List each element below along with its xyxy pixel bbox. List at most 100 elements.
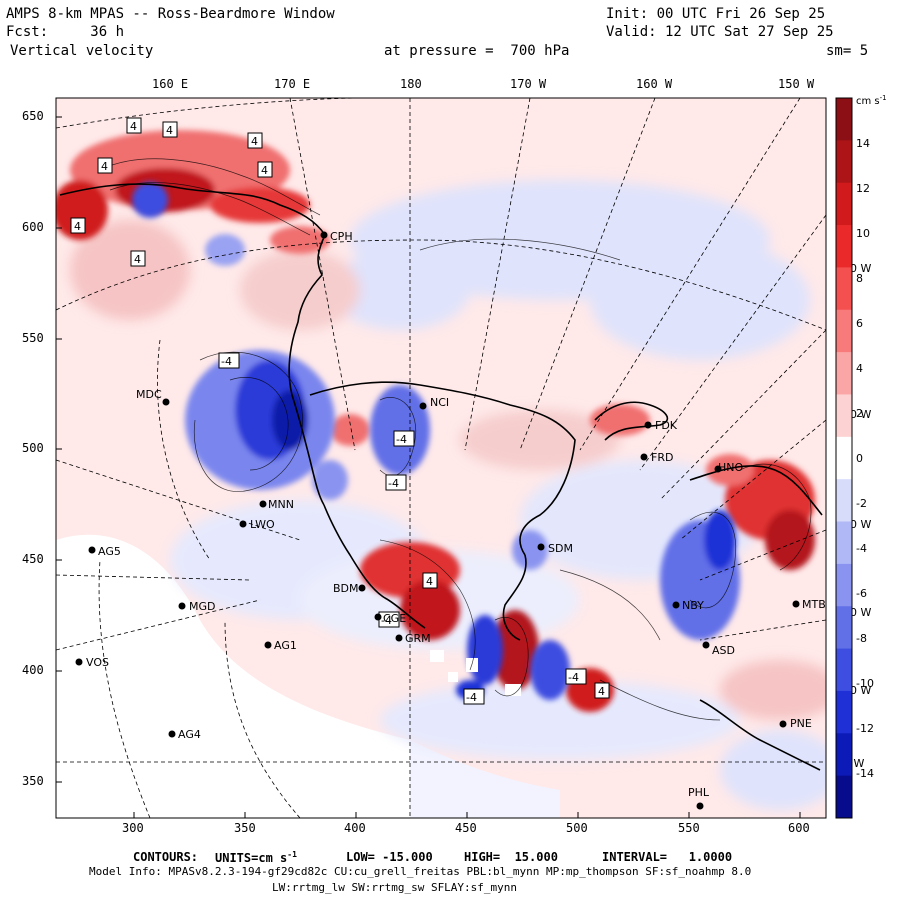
- x-tick-600: 600: [788, 821, 810, 835]
- svg-text:-6: -6: [856, 587, 867, 600]
- svg-text:4: 4: [166, 124, 173, 137]
- colorbar-ticks: 14 12 10 8 6 4 2 0 -2 -4 -6 -8 -10 -12 -…: [856, 137, 874, 780]
- svg-text:-10: -10: [856, 677, 874, 690]
- ocean-area: [410, 740, 560, 818]
- lon-label-160e: 160 E: [152, 77, 189, 91]
- station-hno: HNO: [714, 461, 744, 474]
- colorbar-segment: [836, 563, 852, 607]
- svg-text:4: 4: [598, 685, 605, 698]
- colorbar-segment: [836, 690, 852, 734]
- colorbar-segment: [836, 98, 852, 141]
- contour-box-4: 4: [422, 572, 438, 589]
- y-tick-550: 550: [22, 331, 44, 345]
- svg-text:PNE: PNE: [790, 717, 812, 730]
- colorbar-segment: [836, 225, 852, 268]
- svg-text:LWO: LWO: [250, 518, 275, 531]
- units-label: UNITS=cm s-1: [215, 850, 297, 865]
- lon-label-170e: 170 E: [274, 77, 311, 91]
- svg-text:MGD: MGD: [189, 600, 216, 613]
- field-name: Vertical velocity: [10, 43, 154, 59]
- svg-text:4: 4: [101, 160, 108, 173]
- svg-text:-4: -4: [568, 671, 579, 684]
- svg-text:SDM: SDM: [548, 542, 573, 555]
- contour-box-4: 4: [247, 132, 263, 149]
- svg-text:4: 4: [251, 135, 258, 148]
- station-grm: GRM: [395, 632, 431, 645]
- init-time: Init: 00 UTC Fri 26 Sep 25: [606, 6, 826, 22]
- colorbar-segment: [836, 606, 852, 650]
- svg-text:-4: -4: [856, 542, 867, 555]
- graticule: [56, 98, 826, 818]
- colorbar-segment: [836, 394, 852, 438]
- svg-text:8: 8: [856, 272, 863, 285]
- pressure-level: at pressure = 700 hPa: [384, 43, 570, 59]
- svg-text:6: 6: [856, 317, 863, 330]
- colorbar-segment: [836, 733, 852, 777]
- colorbar-segment: [836, 648, 852, 692]
- svg-text:4: 4: [426, 575, 433, 588]
- contour-box-neg4: -4: [218, 352, 240, 369]
- station-mnn: MNN: [259, 498, 294, 511]
- contour-box-4: 4: [70, 217, 86, 234]
- colorbar-segment: [836, 267, 852, 311]
- svg-text:4: 4: [856, 362, 863, 375]
- contour-box-neg4: -4: [565, 668, 587, 685]
- contour-box-4: 4: [162, 121, 178, 138]
- station-markers: CPH MDC NCI FDK FRD MNN LWO AG5 SDM BDM …: [75, 230, 826, 810]
- svg-text:10: 10: [856, 227, 870, 240]
- svg-text:-14: -14: [856, 767, 874, 780]
- svg-text:-4: -4: [466, 691, 477, 704]
- contour-lines: [99, 158, 812, 721]
- map-frame: [55, 97, 827, 819]
- x-tick-300: 300: [122, 821, 144, 835]
- svg-text:-12: -12: [856, 722, 874, 735]
- station-sdm: SDM: [537, 542, 573, 555]
- valid-time: Valid: 12 UTC Sat 27 Sep 25: [606, 24, 834, 40]
- forecast-hour: Fcst: 36 h: [6, 24, 125, 40]
- missing-data-patches: [430, 650, 521, 696]
- station-nci: NCI: [419, 396, 449, 410]
- colorbar-segment: [836, 309, 852, 353]
- axis-ticks: [56, 116, 801, 818]
- colorbar-segment: [836, 775, 852, 819]
- svg-text:PHL: PHL: [688, 786, 710, 799]
- svg-text:CPH: CPH: [330, 230, 353, 243]
- station-nby: NBY: [672, 599, 704, 612]
- contour-box-4: 4: [130, 250, 146, 267]
- svg-text:-8: -8: [856, 632, 867, 645]
- station-asd: ASD: [702, 641, 735, 657]
- x-tick-350: 350: [234, 821, 256, 835]
- smoothing-label: sm= 5: [826, 43, 869, 59]
- lon-label-170w: 170 W: [510, 77, 547, 91]
- lon-label-150w: 150 W: [778, 77, 815, 91]
- svg-text:FRD: FRD: [651, 451, 673, 464]
- lon-label-160w: 160 W: [636, 77, 673, 91]
- color-scale-bar: [835, 97, 853, 819]
- svg-text:-4: -4: [381, 614, 392, 627]
- svg-text:NBY: NBY: [682, 599, 704, 612]
- colorbar-segment: [836, 140, 852, 184]
- svg-text:-4: -4: [388, 477, 399, 490]
- svg-text:MDC: MDC: [136, 388, 162, 401]
- station-mtb: MTB: [792, 598, 826, 611]
- svg-text:MTB: MTB: [802, 598, 826, 611]
- x-tick-550: 550: [678, 821, 700, 835]
- svg-text:MNN: MNN: [268, 498, 294, 511]
- model-info-physics: LW:rrtmg_lw SW:rrtmg_sw SFLAY:sf_mynn: [272, 881, 518, 894]
- y-tick-500: 500: [22, 441, 44, 455]
- y-tick-400: 400: [22, 663, 44, 677]
- svg-text:AG4: AG4: [178, 728, 201, 741]
- station-frd: FRD: [640, 451, 673, 464]
- svg-text:NCI: NCI: [430, 396, 449, 409]
- x-tick-400: 400: [344, 821, 366, 835]
- svg-text:2: 2: [856, 407, 863, 420]
- colorbar-frame: [835, 97, 853, 819]
- y-tick-600: 600: [22, 220, 44, 234]
- station-ag4: AG4: [168, 728, 201, 741]
- svg-text:-4: -4: [396, 433, 407, 446]
- negative-vertical-velocity: [132, 182, 740, 700]
- svg-text:-4: -4: [221, 355, 232, 368]
- station-phl: PHL: [688, 786, 710, 810]
- station-bdm: BDM: [333, 582, 366, 595]
- svg-text:BDM: BDM: [333, 582, 359, 595]
